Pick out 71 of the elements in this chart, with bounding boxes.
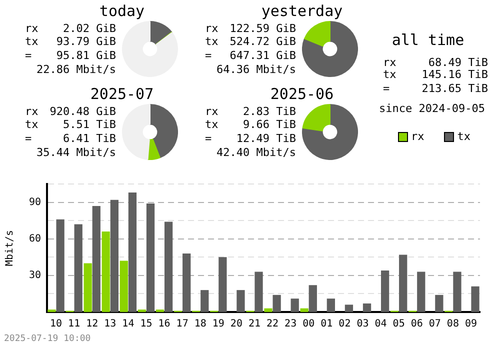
x-tick-label: 03 [356,318,369,330]
text: all time [392,31,464,49]
text: = [25,132,32,145]
x-tick-label: 12 [86,318,98,330]
chart-title: 2025-07 [90,85,154,103]
text: rx [205,22,218,35]
text: 12.49 TiB [236,132,296,145]
text: 42.40 Mbit/s [216,146,296,159]
x-tick-label: 15 [140,318,152,330]
x-tick-label: 05 [392,318,405,330]
text: 122.59 GiB [230,22,296,35]
text: 22.86 Mbit/s [36,63,116,76]
x-tick-label: 19 [212,318,224,330]
x-tick-label: 06 [410,318,423,330]
x-tick-label: 02 [338,318,351,330]
text: tx [383,68,396,81]
x-tick-label: 17 [176,318,188,330]
text: 5.51 TiB [63,118,116,131]
x-tick-label: 10 [50,318,62,330]
text: 2.83 TiB [243,105,296,118]
text: rx [25,105,38,118]
text: 64.36 Mbit/s [216,63,296,76]
text: tx [25,35,38,48]
x-tick-label: 22 [266,318,279,330]
chart-title: 2025-06 [270,85,334,103]
x-tick-label: 14 [122,318,134,330]
x-tick-label: 11 [68,318,80,330]
text: tx [25,118,38,131]
text: = [205,49,212,62]
text: 95.81 GiB [56,49,116,62]
text: 6.41 TiB [63,132,116,145]
text: rx [25,22,38,35]
legend-label: rx [411,130,424,143]
x-tick-label: 23 [284,318,297,330]
text: 68.49 TiB [428,56,488,69]
text: 145.16 TiB [422,68,488,81]
x-tick-label: 04 [374,318,387,330]
y-tick-label: 90 [28,196,41,208]
x-tick-label: 13 [104,318,116,330]
text: 2.02 GiB [63,22,116,35]
text: 35.44 Mbit/s [36,146,116,159]
text: 920.48 GiB [50,105,116,118]
x-tick-label: 00 [302,318,315,330]
text: = [205,132,212,145]
text: tx [205,118,218,131]
x-tick-label: 21 [248,318,261,330]
legend-label: tx [457,130,470,143]
text: 647.31 GiB [230,49,296,62]
text: rx [205,105,218,118]
y-tick-label: 30 [28,270,41,282]
chart-title: today [99,2,145,20]
text: = [25,49,32,62]
text: = [383,82,390,95]
chart-title: yesterday [261,2,343,20]
text: 9.66 TiB [243,118,296,131]
text: 524.72 GiB [230,35,296,48]
text: 2025-07-19 10:00 [4,334,91,344]
y-tick-label: 60 [28,233,41,244]
x-tick-label: 07 [428,318,441,330]
y-axis-title: Mbit/s [4,230,16,266]
text: 213.65 TiB [422,82,488,95]
x-tick-label: 16 [158,318,170,330]
text: tx [205,35,218,48]
x-tick-label: 09 [464,318,478,330]
x-tick-label: 08 [446,318,459,330]
text: since 2024-09-05 [379,102,485,115]
text: rx [383,56,396,69]
x-tick-label: 01 [320,318,333,330]
x-tick-label: 18 [194,318,206,330]
x-tick-label: 20 [230,318,242,330]
text: 93.79 GiB [56,35,116,48]
